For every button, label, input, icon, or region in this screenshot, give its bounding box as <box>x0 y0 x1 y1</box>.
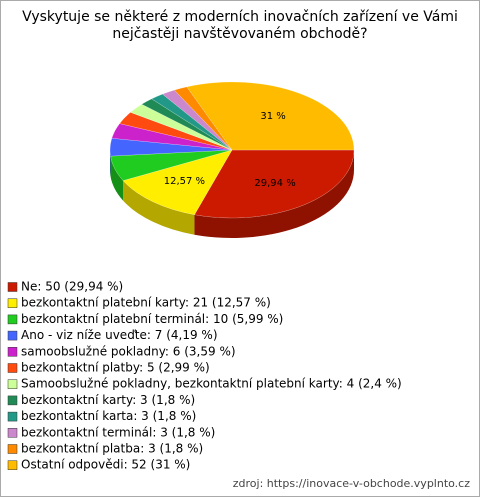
legend-swatch <box>7 298 18 308</box>
legend-label: bezkontaktní karta: 3 (1,8 %) <box>21 409 196 423</box>
legend-swatch <box>7 330 18 341</box>
legend-swatch <box>7 460 18 470</box>
data-label: 12,57 % <box>164 176 205 187</box>
legend-label: bezkontaktní platby: 5 (2,99 %) <box>21 361 210 375</box>
slice-side <box>123 180 195 235</box>
data-label: 31 % <box>260 111 285 122</box>
slice <box>162 89 233 151</box>
legend-swatch <box>7 282 18 292</box>
legend-swatch <box>7 379 18 389</box>
legend-swatch <box>7 363 18 373</box>
slice <box>110 149 233 181</box>
slice <box>173 86 233 151</box>
legend-swatch <box>7 428 18 438</box>
slice-side <box>194 150 354 238</box>
slice <box>129 103 233 151</box>
slice <box>122 149 233 215</box>
data-label: 29,94 % <box>254 178 295 189</box>
legend-label: Ne: 50 (29,94 %) <box>21 280 123 294</box>
legend-label: bezkontaktní platba: 3 (1,8 %) <box>21 442 203 456</box>
legend-swatch <box>7 347 18 357</box>
legend-label: bezkontaktní platební terminál: 10 (5,99… <box>21 312 283 326</box>
legend-label: Samoobslužné pokladny, bezkontaktní plat… <box>21 377 402 391</box>
legend-swatch <box>7 444 18 454</box>
legend-label: Ostatní odpovědi: 52 (31 %) <box>21 458 190 472</box>
chart-title: Vyskytuje se některé z moderních inovačn… <box>22 9 458 25</box>
legend-label: Ano - viz níže uveďte: 7 (4,19 %) <box>21 328 218 342</box>
slice <box>111 123 233 151</box>
slice <box>186 81 355 151</box>
legend-label: bezkontaktní terminál: 3 (1,8 %) <box>21 425 215 439</box>
legend-swatch <box>7 395 18 406</box>
slice <box>194 149 355 219</box>
slice <box>119 112 233 151</box>
slice <box>141 98 233 151</box>
legend-label: bezkontaktní platební karty: 21 (12,57 %… <box>21 296 271 310</box>
chart-title: nejčastěji navštěvovaném obchodě? <box>112 26 367 42</box>
legend-label: bezkontaktní karty: 3 (1,8 %) <box>21 393 195 407</box>
source: zdroj: https://inovace-v-obchode.vyplnto… <box>233 477 470 490</box>
slice <box>109 138 233 157</box>
slice-side <box>110 156 124 201</box>
slice <box>151 93 233 151</box>
legend-label: samoobslužné pokladny: 6 (3,59 %) <box>21 344 236 358</box>
legend-swatch <box>7 314 18 325</box>
legend-swatch <box>7 411 18 422</box>
